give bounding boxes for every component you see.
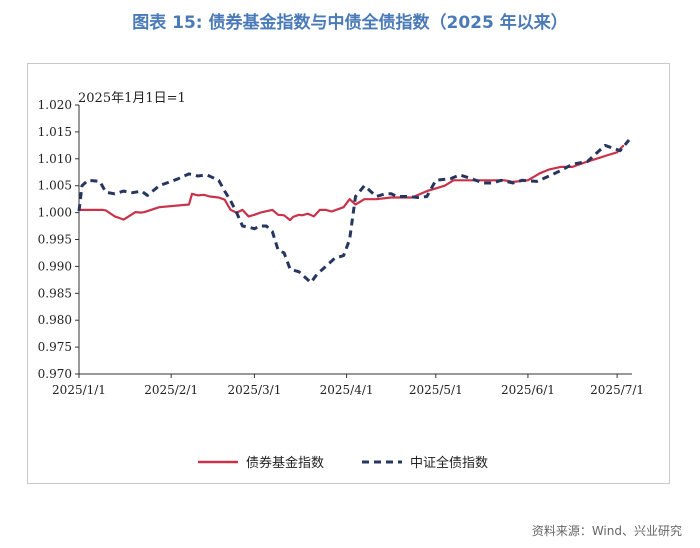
x-tick-label: 2025/1/1 [52,383,106,397]
y-tick-label: 0.990 [38,259,72,273]
chart-frame [27,63,670,484]
figure-title: 图表 15: 债券基金指数与中债全债指数（2025 年以来） [132,13,568,33]
legend-label: 中证全债指数 [410,455,488,471]
y-tick-label: 1.005 [38,179,72,193]
chart-legend: 债券基金指数 中证全债指数 [198,455,488,471]
x-tick-label: 2025/2/1 [144,383,198,397]
y-tick-label: 0.970 [38,367,72,381]
series-layer [77,139,631,284]
x-tick-label: 2025/5/1 [409,383,463,397]
y-tick-label: 1.015 [38,125,72,139]
chart-annotation: 2025年1月1日=1 [78,91,186,106]
x-axis: 2025/1/1 2025/2/1 2025/3/1 2025/4/1 2025/5/1… [52,373,644,397]
y-tick-label: 0.975 [38,340,72,354]
y-tick-label: 0.995 [38,233,72,247]
y-axis: 1.020 1.015 1.010 1.005 1.000 0.995 0.990 0.985… [38,98,80,381]
x-tick-label: 2025/3/1 [227,383,281,397]
series-line-bond-fund [77,144,625,222]
legend-item-bond-fund: 债券基金指数 [198,455,324,471]
source-note: 资料来源：Wind、兴业研究 [531,524,682,538]
y-tick-label: 0.980 [38,313,72,327]
x-tick-label: 2025/7/1 [590,383,644,397]
y-tick-label: 1.000 [38,206,72,220]
legend-item-chinabond: 中证全债指数 [362,455,488,471]
x-tick-label: 2025/6/1 [501,383,555,397]
y-tick-label: 1.020 [38,98,72,112]
series-line-chinabond [77,139,631,284]
legend-label: 债券基金指数 [246,455,324,471]
x-tick-label: 2025/4/1 [320,383,374,397]
y-tick-label: 0.985 [38,286,72,300]
y-tick-label: 1.010 [38,152,72,166]
